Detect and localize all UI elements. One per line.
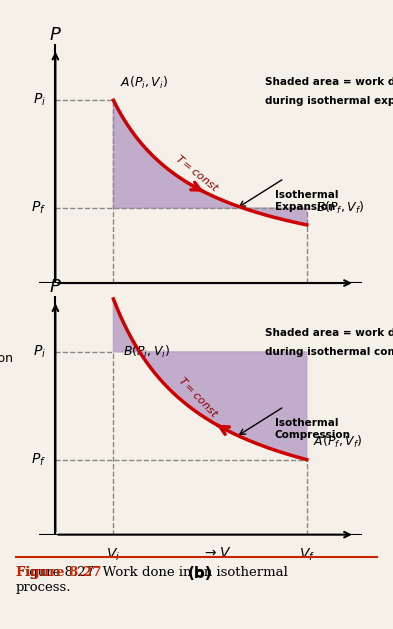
- Text: $P_f$: $P_f$: [31, 452, 46, 468]
- Text: $A(P_i, V_i)$: $A(P_i, V_i)$: [120, 75, 168, 91]
- Text: $B(P_f, V_f)$: $B(P_f, V_f)$: [316, 200, 365, 216]
- Text: Shaded area = work done: Shaded area = work done: [265, 328, 393, 338]
- Text: (b): (b): [188, 565, 213, 581]
- Text: $\rightarrow V$: $\rightarrow V$: [202, 547, 231, 560]
- Polygon shape: [114, 299, 307, 460]
- Text: $V_f$: $V_f$: [299, 295, 315, 311]
- Text: $B(P_i, V_i)$: $B(P_i, V_i)$: [123, 344, 171, 360]
- Text: Isothermal
Expansion: Isothermal Expansion: [275, 190, 338, 212]
- Text: (a): (a): [188, 314, 213, 329]
- Text: $V_i$: $V_i$: [107, 295, 121, 311]
- Text: $P$: $P$: [49, 277, 62, 296]
- Text: $V_f$: $V_f$: [299, 547, 315, 563]
- Text: $P_i$: $P_i$: [33, 92, 46, 108]
- Text: during isothermal compression: during isothermal compression: [265, 347, 393, 357]
- Text: $P_i$: $P_i$: [33, 343, 46, 360]
- Text: $\rightarrow V$: $\rightarrow V$: [202, 295, 231, 309]
- Text: ion: ion: [0, 352, 13, 365]
- Text: Figure 8.27: Figure 8.27: [16, 566, 101, 579]
- Text: Figure 8.27  Work done in an isothermal
process.: Figure 8.27 Work done in an isothermal p…: [16, 566, 288, 594]
- Text: $V_i$: $V_i$: [107, 547, 121, 563]
- Text: $P_f$: $P_f$: [31, 200, 46, 216]
- Text: $A(P_f, V_f)$: $A(P_f, V_f)$: [313, 434, 362, 450]
- Text: during isothermal expansi: during isothermal expansi: [265, 96, 393, 106]
- Text: $P$: $P$: [49, 26, 62, 44]
- Text: $T = const$: $T = const$: [173, 151, 222, 194]
- Text: Shaded area = work done: Shaded area = work done: [265, 77, 393, 87]
- Text: Isothermal
Compression: Isothermal Compression: [275, 418, 351, 440]
- Text: $T = const$: $T = const$: [176, 374, 221, 420]
- Polygon shape: [114, 100, 307, 225]
